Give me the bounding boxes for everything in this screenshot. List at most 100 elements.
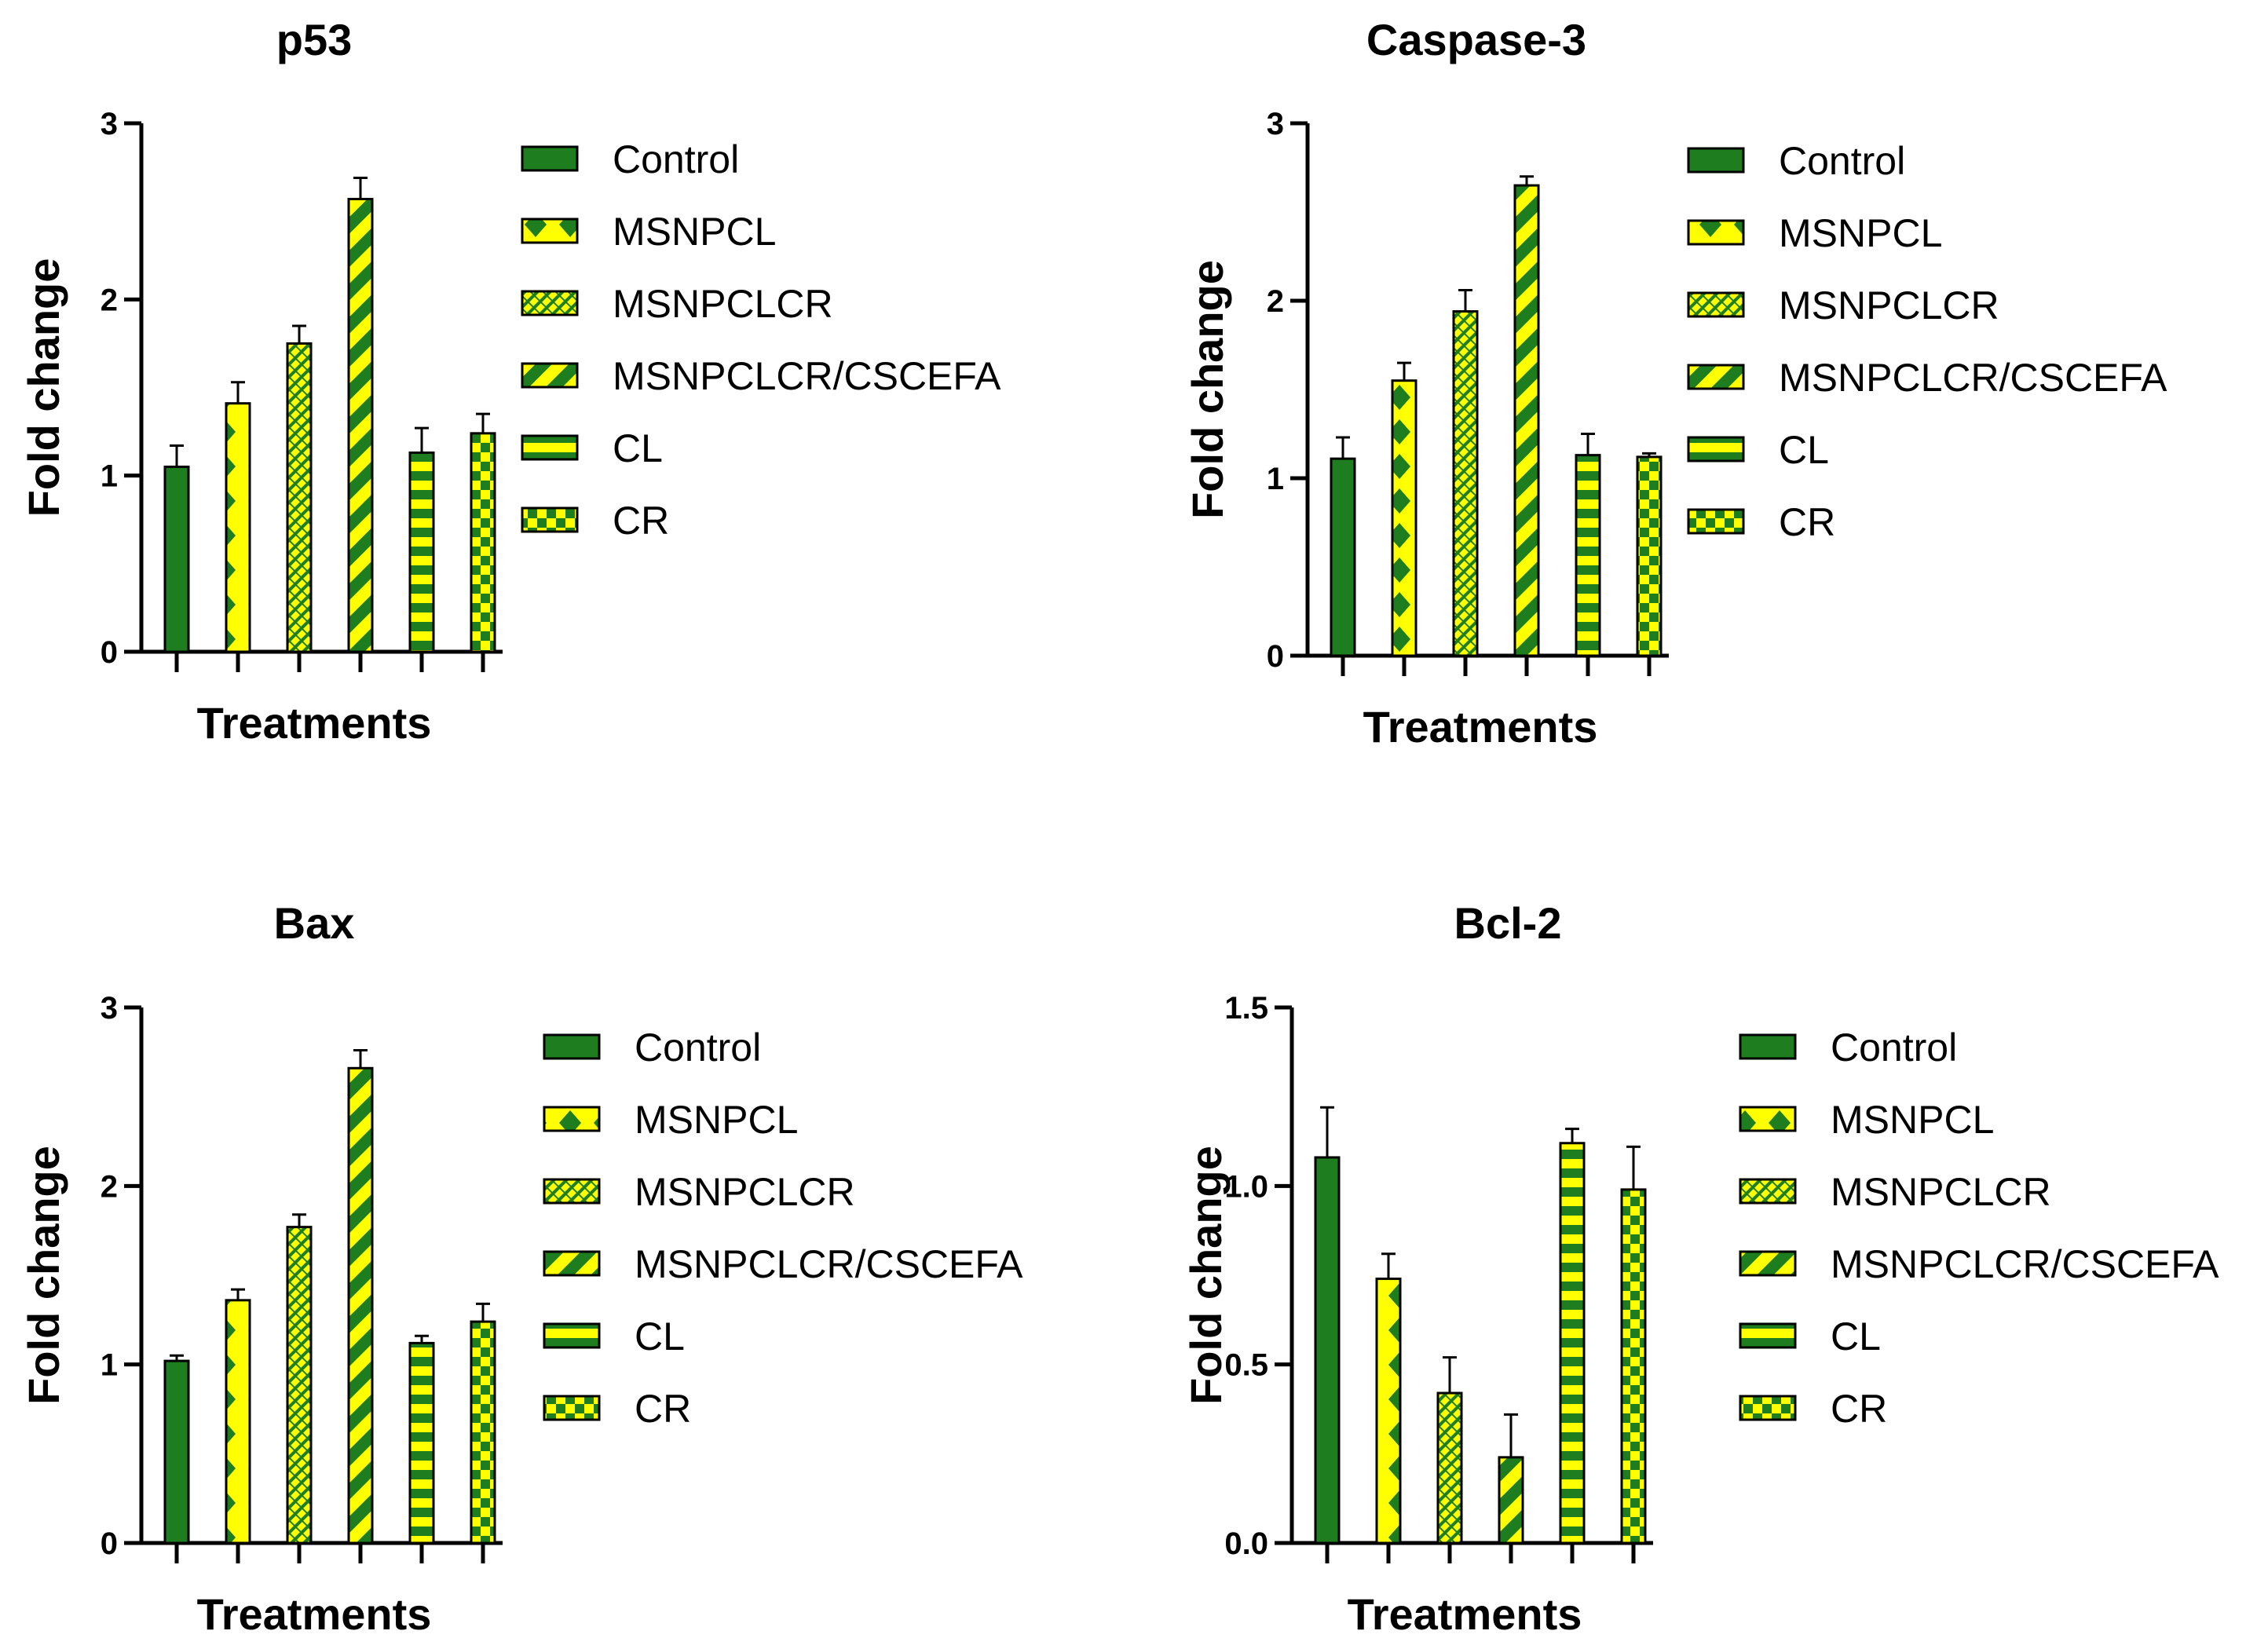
x-axis-label: Treatments (197, 1589, 432, 1639)
x-axis-label: Treatments (1348, 1589, 1582, 1639)
legend-label-cr: CR (613, 499, 669, 543)
legend-label-msnpcl: MSNPCL (613, 210, 776, 254)
legend-swatch-msnpclcr-cscefa (521, 362, 579, 389)
x-axis-label: Treatments (1363, 702, 1598, 751)
y-tick-label: 1.0 (1224, 1169, 1268, 1204)
legend-label-msnpclcr: MSNPCLCR (613, 282, 833, 326)
legend-label-msnpclcr-cscefa: MSNPCLCR/CSCEFA (1831, 1242, 2219, 1286)
y-tick-label: 1.5 (1224, 991, 1268, 1026)
legend-label-msnpclcr-cscefa: MSNPCLCR/CSCEFA (1779, 356, 2167, 400)
bar-cl (408, 452, 435, 653)
bar-control (163, 465, 190, 653)
legend-label-cl: CL (1779, 428, 1829, 472)
bar-cr (470, 432, 496, 653)
bar-control (1330, 457, 1356, 657)
legend-swatch-msnpclcr-cscefa (543, 1250, 601, 1277)
legend-label-cr: CR (635, 1387, 691, 1431)
bar-msnpclcr-cscefa (1513, 184, 1540, 657)
y-tick-label: 2 (101, 283, 118, 317)
legend-label-msnpclcr-cscefa: MSNPCLCR/CSCEFA (613, 354, 1001, 398)
legend-swatch-msnpclcr (521, 290, 579, 316)
bar-msnpcl (225, 402, 251, 653)
legend-label-control: Control (1779, 139, 1905, 183)
legend-label-control: Control (635, 1026, 761, 1069)
y-tick-label: 3 (101, 991, 118, 1026)
y-tick-label: 1 (1267, 462, 1284, 496)
chart-panel-bcl-2: Bcl-2 Fold change Treatments 0.0 0.5 1.0 1.5 Co… (1181, 898, 2219, 1639)
legend-swatch-cr (1739, 1395, 1797, 1421)
legend-swatch-cl (521, 434, 579, 461)
y-axis-label: Fold change (1181, 1146, 1231, 1405)
legend-label-cr: CR (1831, 1387, 1887, 1431)
legend-label-msnpclcr-cscefa: MSNPCLCR/CSCEFA (635, 1242, 1023, 1286)
legend-swatch-cl (543, 1322, 601, 1349)
bar-cr (470, 1320, 496, 1545)
legend-swatch-msnpcl (543, 1106, 601, 1132)
bar-msnpclcr (1452, 310, 1479, 657)
bar-control (1314, 1156, 1341, 1545)
bar-msnpclcr (286, 1226, 313, 1545)
legend-swatch-cr (543, 1395, 601, 1421)
chart-panel-bax: Bax Fold change Treatments 0 1 2 3 Control MSNPC… (19, 898, 1023, 1639)
y-tick-label: 3 (101, 107, 118, 141)
bar-msnpcl (225, 1299, 251, 1545)
legend-swatch-control (1687, 147, 1745, 174)
bar-msnpclcr-cscefa (1498, 1456, 1524, 1545)
legend-swatch-cl (1739, 1322, 1797, 1349)
legend-label-msnpclcr: MSNPCLCR (635, 1170, 855, 1214)
bar-control (163, 1359, 190, 1545)
legend-swatch-cl (1687, 436, 1745, 463)
y-tick-label: 2 (1267, 284, 1284, 319)
legend-label-msnpclcr: MSNPCLCR (1779, 283, 1999, 327)
legend-label-control: Control (613, 137, 739, 181)
bar-cr (1620, 1188, 1647, 1545)
chart-title: Bcl-2 (1454, 898, 1562, 948)
legend-swatch-control (543, 1033, 601, 1060)
y-tick-label: 0 (101, 635, 118, 670)
x-axis-label: Treatments (197, 698, 432, 748)
legend-label-cl: CL (635, 1314, 685, 1358)
y-tick-label: 2 (101, 1169, 118, 1204)
chart-title: Caspase-3 (1366, 15, 1586, 64)
y-tick-label: 0.0 (1224, 1527, 1268, 1561)
y-tick-label: 3 (1267, 107, 1284, 141)
legend-swatch-msnpcl (1739, 1106, 1797, 1132)
bar-msnpcl (1375, 1278, 1402, 1545)
y-axis-label: Fold change (1183, 260, 1232, 519)
legend-swatch-cr (521, 506, 579, 533)
legend-swatch-msnpclcr (1687, 291, 1745, 318)
legend-label-msnpcl: MSNPCL (1831, 1098, 1994, 1142)
legend-swatch-msnpclcr-cscefa (1687, 364, 1745, 390)
y-axis-label: Fold change (19, 258, 68, 517)
bar-cl (1575, 454, 1601, 657)
legend-swatch-control (521, 145, 579, 172)
legend-swatch-control (1739, 1033, 1797, 1060)
bar-cl (1559, 1142, 1586, 1545)
legend-label-msnpclcr: MSNPCLCR (1831, 1170, 2051, 1214)
legend-label-control: Control (1831, 1026, 1957, 1069)
bar-msnpcl (1391, 379, 1418, 657)
y-tick-label: 1 (101, 1348, 118, 1383)
legend-label-msnpcl: MSNPCL (1779, 211, 1942, 255)
legend-swatch-msnpcl (521, 218, 579, 244)
chart-panel-p53: p53 Fold change Treatments 0 1 2 3 Control MSNPC… (19, 15, 1001, 748)
chart-title: p53 (276, 15, 353, 64)
legend-label-cl: CL (613, 426, 663, 470)
bar-cr (1636, 455, 1663, 657)
y-tick-label: 1 (101, 459, 118, 494)
y-tick-label: 0 (1267, 639, 1284, 674)
legend-label-cl: CL (1831, 1314, 1881, 1358)
bar-msnpclcr (1436, 1391, 1463, 1545)
y-tick-label: 0.5 (1224, 1348, 1268, 1383)
legend-label-cr: CR (1779, 500, 1835, 544)
legend-swatch-msnpclcr-cscefa (1739, 1250, 1797, 1277)
bar-msnpclcr-cscefa (347, 1066, 374, 1545)
y-axis-label: Fold change (19, 1146, 68, 1405)
bar-cl (408, 1341, 435, 1545)
legend-swatch-cr (1687, 508, 1745, 535)
legend-swatch-msnpclcr (543, 1178, 601, 1205)
bar-msnpclcr (286, 342, 313, 653)
legend-swatch-msnpclcr (1739, 1178, 1797, 1205)
y-tick-label: 0 (101, 1527, 118, 1561)
